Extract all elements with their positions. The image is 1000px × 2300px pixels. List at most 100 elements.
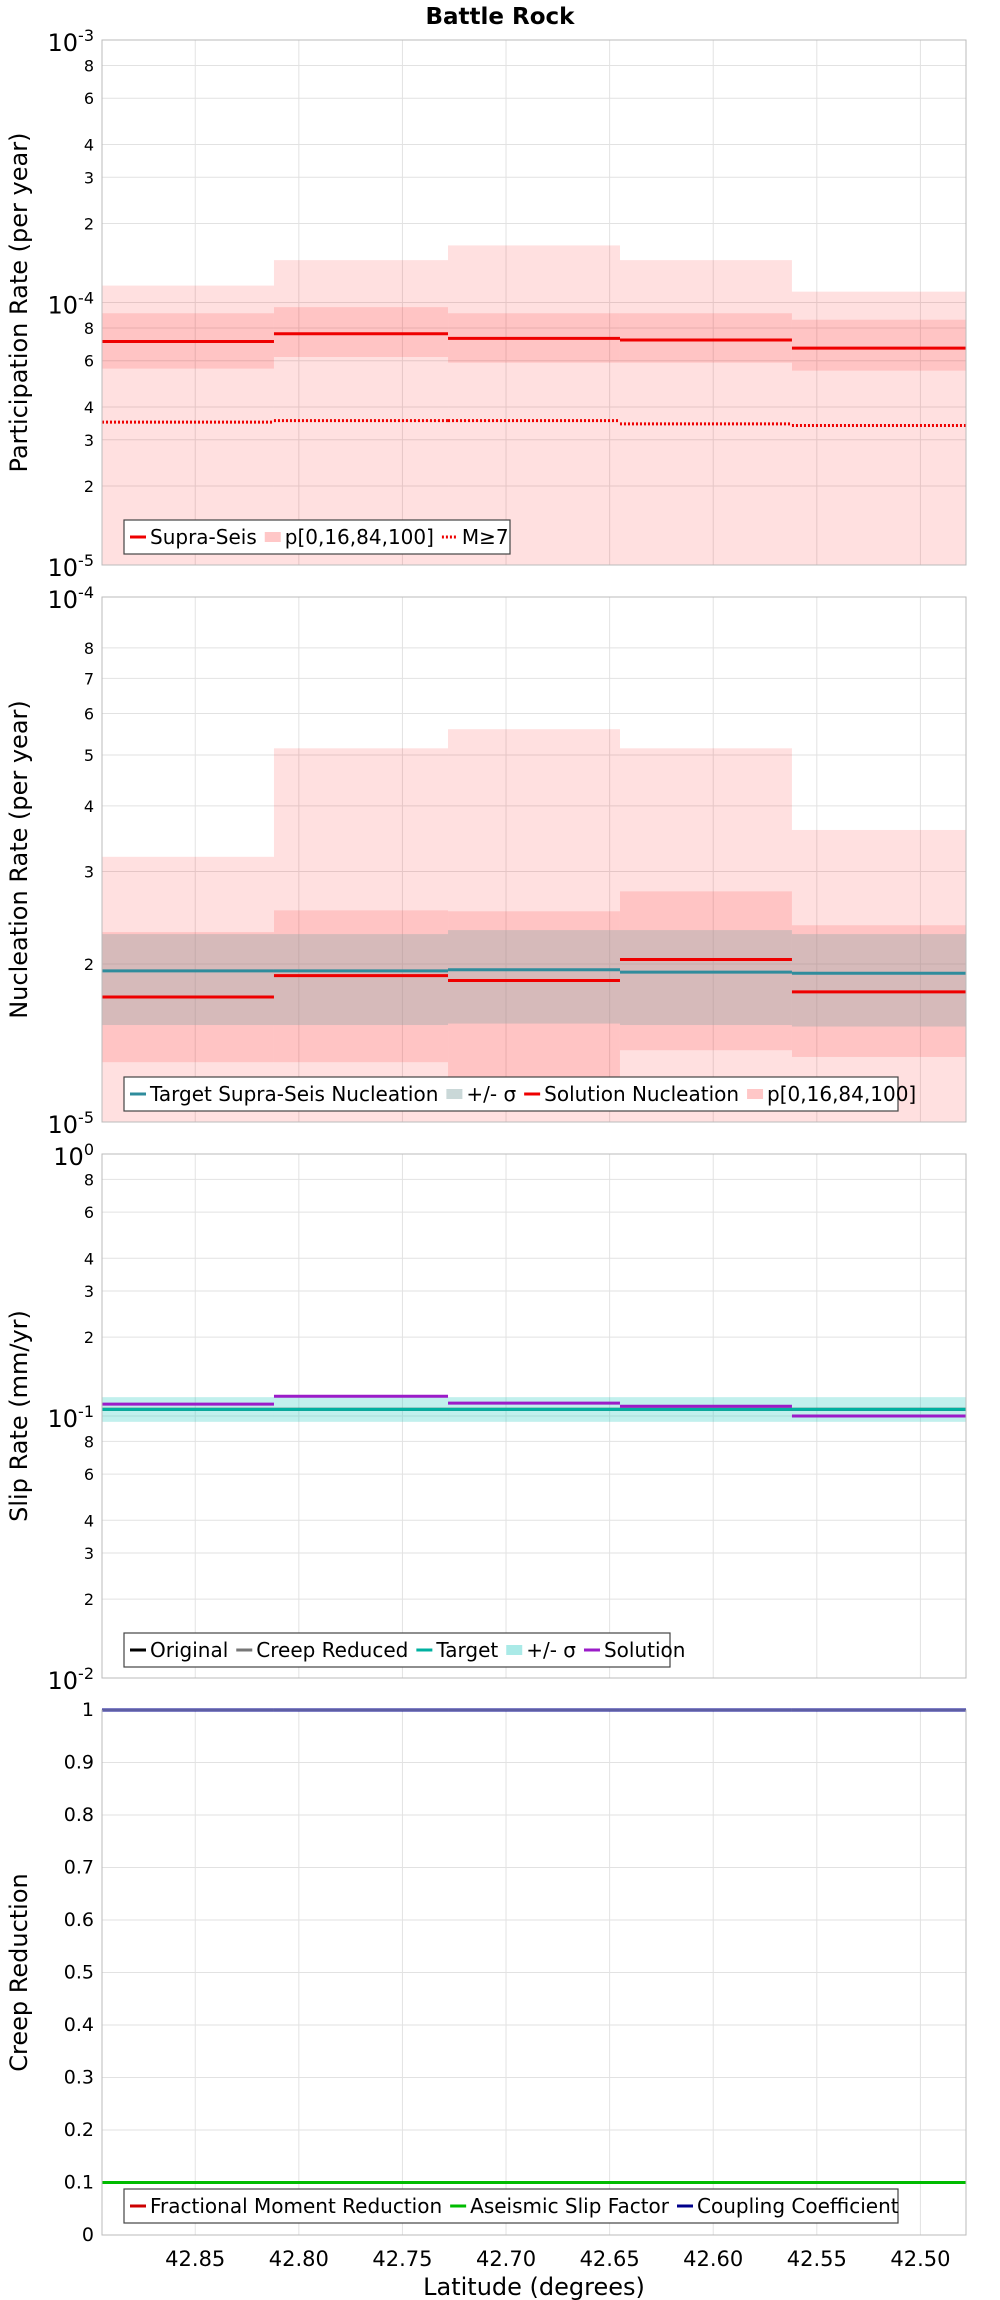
y-tick-label: 3 — [84, 863, 94, 882]
y-tick-label: 0.8 — [64, 1804, 94, 1826]
y-tick-label: 5 — [84, 746, 94, 765]
band-segment — [619, 930, 792, 1026]
x-tick-label: 42.55 — [787, 2247, 847, 2271]
y-tick-label: 4 — [84, 398, 94, 417]
y-tick-label: 100 — [53, 1140, 94, 1171]
y-tick-label: 7 — [84, 669, 94, 688]
y-tick-label: 2 — [84, 1328, 94, 1347]
y-tick-label: 10-1 — [48, 1402, 95, 1433]
y-tick-label: 3 — [84, 1282, 94, 1301]
x-tick-label: 42.65 — [580, 2247, 640, 2271]
x-tick-label: 42.70 — [476, 2247, 536, 2271]
band-segment — [448, 729, 620, 1122]
y-tick-label: 8 — [84, 1170, 94, 1189]
legend-label: Coupling Coefficient — [697, 2194, 899, 2218]
band-segment — [273, 910, 449, 1063]
y-tick-label: 6 — [84, 1203, 94, 1222]
y-tick-label: 2 — [84, 477, 94, 496]
legend-label: Solution — [604, 1638, 685, 1662]
y-tick-label: 4 — [84, 797, 94, 816]
y-axis-label: Slip Rate (mm/yr) — [5, 1310, 33, 1522]
panel-4: 0 0.1 0.2 0.3 0.4 0.5 0.6 0.7 0.8 0.9 1 Creep Reduc… — [5, 1699, 967, 2300]
band-segment — [619, 748, 792, 1122]
y-tick-label: 8 — [84, 319, 94, 338]
y-tick-label: 10-4 — [48, 583, 95, 614]
legend-swatch — [747, 1089, 764, 1099]
band-segment — [791, 934, 966, 1027]
legend-swatch — [446, 1089, 463, 1099]
y-tick-label: 0.2 — [64, 2119, 94, 2141]
y-tick-label: 8 — [84, 1432, 94, 1451]
x-tick-label: 42.60 — [683, 2247, 743, 2271]
y-tick-label: 10-5 — [48, 551, 95, 582]
band-segment — [791, 829, 966, 1122]
band-segment — [448, 911, 620, 1081]
band-segment — [791, 319, 966, 371]
plot-frame — [101, 596, 967, 1123]
y-axis-label: Participation Rate (per year) — [5, 133, 33, 473]
y-tick-label: 2 — [84, 955, 94, 974]
legend-box — [123, 519, 511, 555]
x-tick-label: 42.85 — [165, 2247, 225, 2271]
band-segment — [102, 285, 274, 565]
legend-box — [123, 1632, 671, 1668]
y-tick-label: 6 — [84, 1465, 94, 1484]
y-tick-label: 3 — [84, 431, 94, 450]
y-tick-label: 4 — [84, 135, 94, 154]
plot-frame — [101, 1153, 967, 1679]
band-segment — [102, 934, 274, 1026]
legend-label: Target — [435, 1638, 498, 1662]
y-tick-label: 3 — [84, 168, 94, 187]
legend-swatch — [506, 1645, 523, 1655]
y-tick-label: 8 — [84, 56, 94, 75]
legend-box — [123, 2188, 899, 2224]
y-tick-label: 10-3 — [48, 26, 95, 57]
y-tick-label: 10-4 — [48, 289, 95, 320]
y-tick-label: 2 — [84, 214, 94, 233]
x-tick-label: 42.50 — [890, 2247, 950, 2271]
legend-label: Fractional Moment Reduction — [150, 2194, 442, 2218]
figure-title: Battle Rock — [426, 4, 576, 30]
legend-label: +/- σ — [466, 1082, 516, 1106]
panel-2: 10-5 2 3 4 5 6 7 8 10-4 Nucleation Rate (per year… — [5, 583, 967, 1139]
legend-label: p[0,16,84,100] — [767, 1082, 916, 1106]
y-tick-label: 0.6 — [64, 1909, 94, 1931]
band-segment — [448, 245, 620, 565]
plot-frame — [101, 1709, 967, 2236]
legend-label: Creep Reduced — [256, 1638, 408, 1662]
x-tick-label: 42.80 — [269, 2247, 329, 2271]
legend-label: Solution Nucleation — [544, 1082, 739, 1106]
legend: Fractional Moment Reduction Aseismic Slip… — [123, 2188, 899, 2224]
legend-label: Original — [150, 1638, 228, 1662]
y-axis-label: Creep Reduction — [5, 1873, 33, 2071]
legend-swatch — [264, 532, 281, 542]
legend-label: +/- σ — [526, 1638, 576, 1662]
band-segment — [273, 307, 449, 357]
y-tick-label: 0.3 — [64, 2067, 94, 2089]
band-segment — [273, 748, 449, 1122]
y-tick-label: 10-2 — [48, 1664, 95, 1695]
band-segment — [619, 313, 792, 363]
y-tick-label: 4 — [84, 1511, 94, 1530]
legend-label: M≥7 — [462, 525, 509, 549]
y-tick-label: 10-5 — [48, 1108, 95, 1139]
legend-label: Target Supra-Seis Nucleation — [149, 1082, 438, 1106]
band-segment — [273, 934, 449, 1026]
y-tick-label: 0.1 — [64, 2172, 94, 2194]
y-tick-label: 3 — [84, 1544, 94, 1563]
x-tick-label: 42.75 — [372, 2247, 432, 2271]
y-tick-label: 8 — [84, 639, 94, 658]
legend: Target Supra-Seis Nucleation +/- σ Solutio… — [123, 1076, 916, 1112]
y-tick-label: 0.7 — [64, 1857, 94, 1879]
y-tick-label: 0.9 — [64, 1752, 94, 1774]
y-tick-label: 4 — [84, 1249, 94, 1268]
y-axis-label: Nucleation Rate (per year) — [5, 700, 33, 1019]
y-tick-label: 0.5 — [64, 1962, 94, 1984]
x-axis-label: Latitude (degrees) — [423, 2273, 645, 2300]
plot-area — [102, 597, 966, 1122]
band-segment — [448, 930, 620, 1024]
legend-box — [123, 1076, 899, 1112]
